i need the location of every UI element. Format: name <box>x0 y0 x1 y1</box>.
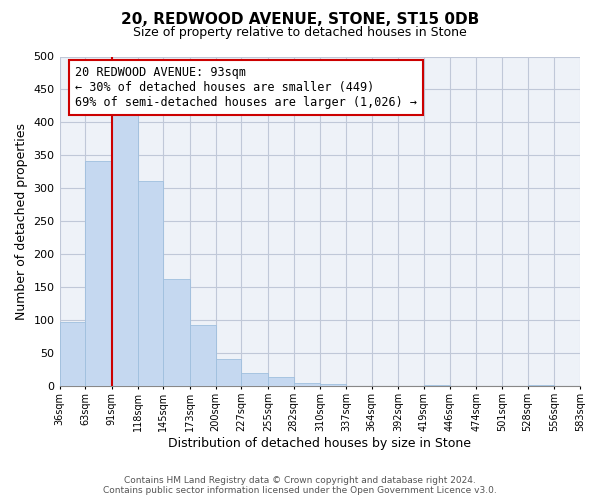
Bar <box>268 377 293 386</box>
Bar <box>424 385 449 386</box>
Bar <box>320 384 346 386</box>
Bar <box>241 373 268 386</box>
Bar <box>163 279 190 386</box>
Bar <box>59 322 85 386</box>
Text: 20 REDWOOD AVENUE: 93sqm
← 30% of detached houses are smaller (449)
69% of semi-: 20 REDWOOD AVENUE: 93sqm ← 30% of detach… <box>75 66 417 110</box>
Bar <box>215 358 241 386</box>
Bar <box>190 325 215 386</box>
Bar <box>112 113 137 386</box>
Y-axis label: Number of detached properties: Number of detached properties <box>15 123 28 320</box>
Bar <box>137 181 163 386</box>
X-axis label: Distribution of detached houses by size in Stone: Distribution of detached houses by size … <box>168 437 471 450</box>
Text: Size of property relative to detached houses in Stone: Size of property relative to detached ho… <box>133 26 467 39</box>
Text: 20, REDWOOD AVENUE, STONE, ST15 0DB: 20, REDWOOD AVENUE, STONE, ST15 0DB <box>121 12 479 28</box>
Bar <box>293 383 320 386</box>
Bar <box>527 385 554 386</box>
Bar <box>85 160 112 386</box>
Text: Contains HM Land Registry data © Crown copyright and database right 2024.
Contai: Contains HM Land Registry data © Crown c… <box>103 476 497 495</box>
